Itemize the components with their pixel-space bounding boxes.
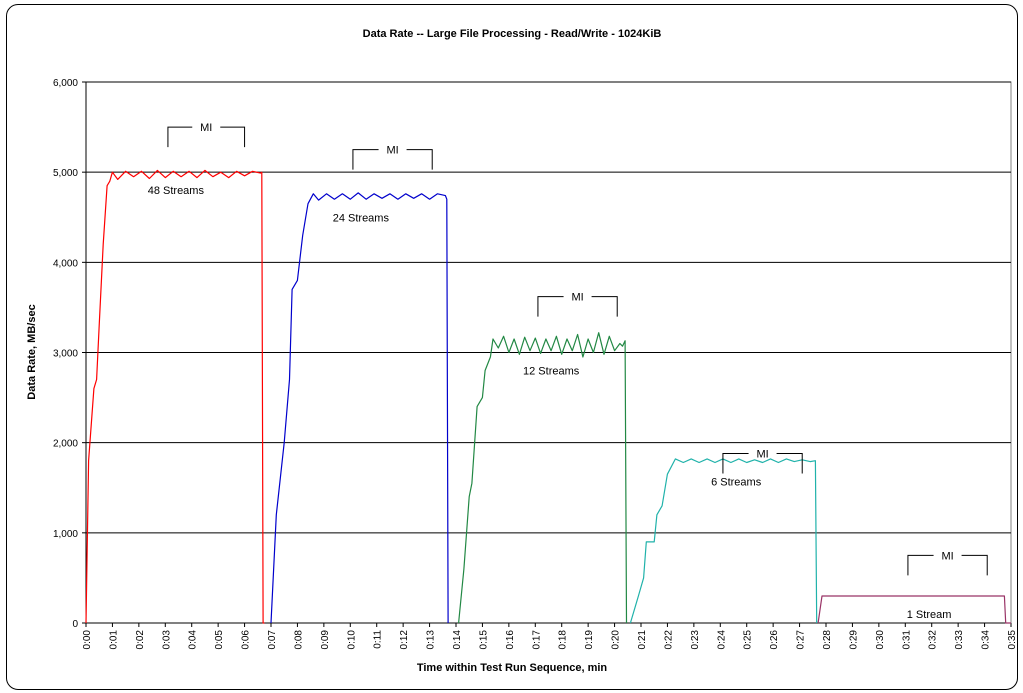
- x-tick-label: 0:03: [161, 630, 172, 650]
- y-tick-label: 0: [72, 619, 78, 630]
- chart-title: Data Rate -- Large File Processing - Rea…: [363, 28, 662, 40]
- y-tick-label: 5,000: [53, 168, 78, 179]
- x-tick-label: 0:19: [584, 630, 595, 650]
- x-tick-label: 0:13: [426, 630, 437, 650]
- series-line-24-streams: [270, 192, 449, 624]
- x-tick-label: 0:20: [611, 630, 622, 650]
- x-tick-label: 0:00: [82, 630, 93, 650]
- series-annotation: 24 Streams: [333, 212, 390, 224]
- series-annotation: 12 Streams: [523, 366, 580, 378]
- mi-bracket-left: [352, 149, 379, 170]
- mi-bracket-right: [961, 554, 988, 576]
- mi-bracket-left: [907, 554, 934, 576]
- mi-bracket-label: MI: [386, 145, 398, 157]
- mi-bracket-label: MI: [200, 122, 212, 134]
- mi-bracket-left: [537, 296, 564, 317]
- x-tick-label: 0:02: [135, 630, 146, 650]
- x-tick-label: 0:17: [531, 630, 542, 650]
- y-tick-label: 1,000: [53, 529, 78, 540]
- series-line-1-stream: [817, 595, 1011, 624]
- x-tick-label: 0:21: [637, 630, 648, 650]
- x-tick-label: 0:16: [505, 630, 516, 650]
- x-tick-label: 0:22: [663, 630, 674, 650]
- y-tick-label: 4,000: [53, 258, 78, 269]
- mi-bracket-label: MI: [941, 550, 953, 562]
- x-tick-label: 0:29: [848, 630, 859, 650]
- x-tick-label: 0:31: [901, 630, 912, 650]
- mi-bracket-left: [722, 452, 749, 474]
- mi-bracket-label: MI: [571, 292, 583, 304]
- x-tick-label: 0:05: [214, 630, 225, 650]
- x-tick-label: 0:28: [822, 630, 833, 650]
- x-tick-label: 0:18: [558, 630, 569, 650]
- y-tick-label: 6,000: [53, 78, 78, 89]
- x-tick-label: 0:23: [690, 630, 701, 650]
- x-tick-label: 0:35: [1007, 630, 1018, 650]
- series-annotation: 6 Streams: [711, 476, 762, 488]
- y-axis-title: Data Rate, MB/sec: [26, 304, 38, 399]
- series-line-6-streams: [629, 458, 818, 624]
- x-tick-label: 0:04: [188, 630, 199, 650]
- x-tick-label: 0:06: [241, 630, 252, 650]
- x-tick-label: 0:24: [716, 630, 727, 650]
- mi-bracket-right: [406, 149, 433, 170]
- mi-bracket-right: [591, 296, 618, 317]
- mi-bracket-label: MI: [756, 448, 768, 460]
- x-tick-label: 0:01: [108, 630, 119, 650]
- x-tick-label: 0:12: [399, 630, 410, 650]
- plot-area: 0 1,000 2,000 3,000 4,000 5,000 6,000 0:00 0:01 0…: [53, 78, 1018, 649]
- x-tick-label: 0:32: [928, 630, 939, 650]
- x-tick-label: 0:10: [346, 630, 357, 650]
- x-tick-label: 0:25: [743, 630, 754, 650]
- series-line-48-streams: [85, 169, 265, 624]
- x-tick-label: 0:09: [320, 630, 331, 650]
- y-tick-label: 3,000: [53, 349, 78, 360]
- mi-bracket-right: [220, 126, 246, 148]
- x-tick-label: 0:33: [954, 630, 965, 650]
- x-axis-title: Time within Test Run Sequence, min: [417, 662, 608, 674]
- mi-bracket-right: [776, 452, 803, 474]
- x-tick-label: 0:27: [796, 630, 807, 650]
- y-tick-label: 2,000: [53, 439, 78, 450]
- x-tick-label: 0:07: [267, 630, 278, 650]
- x-tick-label: 0:08: [293, 630, 304, 650]
- x-tick-label: 0:26: [769, 630, 780, 650]
- x-tick-label: 0:15: [478, 630, 489, 650]
- series-annotation: 48 Streams: [148, 185, 205, 197]
- x-tick-label: 0:11: [373, 630, 384, 649]
- x-tick-label: 0:14: [452, 630, 463, 650]
- series-annotation: 1 Stream: [907, 609, 952, 621]
- x-tick-label: 0:30: [875, 630, 886, 650]
- series-line-12-streams: [458, 332, 628, 624]
- mi-bracket-left: [167, 126, 193, 148]
- x-tick-label: 0:34: [981, 630, 992, 650]
